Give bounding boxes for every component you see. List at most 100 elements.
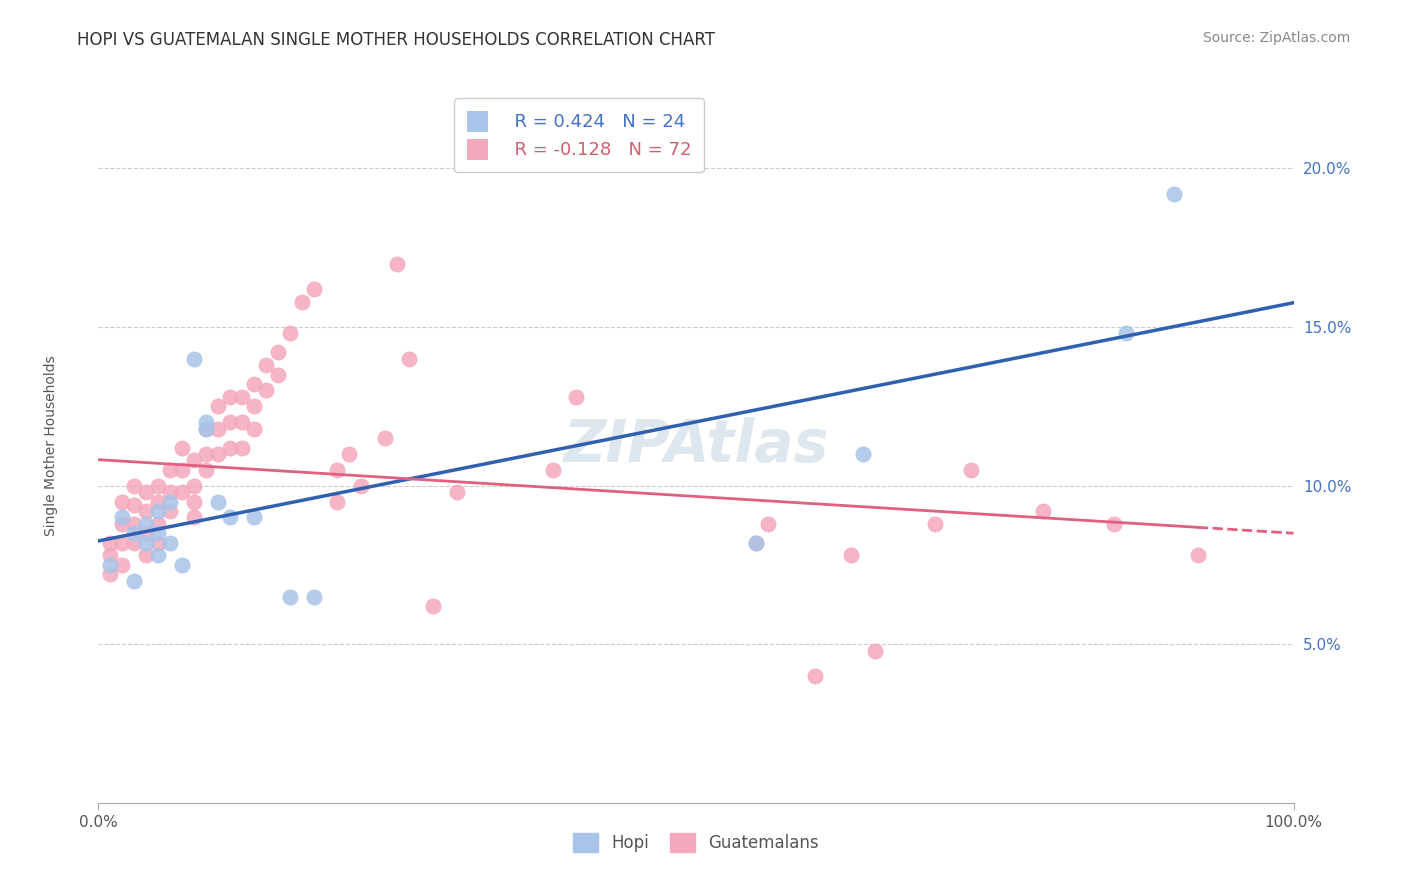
Point xyxy=(124,574,146,588)
Point xyxy=(745,535,768,549)
Point xyxy=(841,549,863,563)
Point xyxy=(135,504,157,518)
Point xyxy=(195,447,218,461)
Point xyxy=(124,526,146,541)
Point xyxy=(243,377,266,392)
Point xyxy=(148,478,170,492)
Point xyxy=(159,494,181,508)
Point xyxy=(254,358,277,372)
Point xyxy=(172,558,194,572)
Point xyxy=(1163,186,1185,201)
Point xyxy=(1104,516,1126,531)
Point xyxy=(124,535,146,549)
Point xyxy=(756,516,779,531)
Point xyxy=(1032,504,1054,518)
Point xyxy=(960,463,983,477)
Point xyxy=(111,558,134,572)
Point xyxy=(172,463,194,477)
Point xyxy=(159,485,181,500)
Point xyxy=(111,535,134,549)
Point xyxy=(231,415,253,429)
Point xyxy=(865,643,887,657)
Point xyxy=(195,415,218,429)
Point xyxy=(135,516,157,531)
Point xyxy=(243,421,266,435)
Point xyxy=(219,415,242,429)
Point xyxy=(98,567,122,582)
Point xyxy=(302,282,325,296)
Point xyxy=(195,421,218,435)
Point xyxy=(422,599,444,614)
Point xyxy=(385,257,409,271)
Point xyxy=(745,535,768,549)
Point xyxy=(267,368,290,382)
Point xyxy=(231,441,253,455)
Point xyxy=(446,485,468,500)
Point xyxy=(565,390,588,404)
Point xyxy=(207,421,229,435)
Point xyxy=(183,351,205,366)
Point xyxy=(148,526,170,541)
Point xyxy=(195,421,218,435)
Point xyxy=(159,463,181,477)
Point xyxy=(159,535,181,549)
Point xyxy=(124,516,146,531)
Point xyxy=(172,441,194,455)
Point xyxy=(219,441,242,455)
Point xyxy=(207,494,229,508)
Point xyxy=(254,384,277,398)
Point xyxy=(852,447,875,461)
Point xyxy=(1187,549,1209,563)
Point xyxy=(243,510,266,524)
Text: Single Mother Households: Single Mother Households xyxy=(44,356,58,536)
Point xyxy=(148,494,170,508)
Point xyxy=(183,510,205,524)
Point xyxy=(135,485,157,500)
Point xyxy=(148,504,170,518)
Point xyxy=(1115,326,1137,341)
Point xyxy=(398,351,420,366)
Point xyxy=(111,516,134,531)
Point xyxy=(124,478,146,492)
Point xyxy=(804,669,827,683)
Point xyxy=(924,516,946,531)
Point xyxy=(374,431,396,445)
Point xyxy=(135,535,157,549)
Point xyxy=(148,535,170,549)
Text: ZIPAtlas: ZIPAtlas xyxy=(564,417,828,475)
Point xyxy=(183,478,205,492)
Point xyxy=(135,549,157,563)
Point xyxy=(243,400,266,414)
Point xyxy=(207,447,229,461)
Text: Source: ZipAtlas.com: Source: ZipAtlas.com xyxy=(1202,31,1350,45)
Legend: Hopi, Guatemalans: Hopi, Guatemalans xyxy=(567,826,825,859)
Text: HOPI VS GUATEMALAN SINGLE MOTHER HOUSEHOLDS CORRELATION CHART: HOPI VS GUATEMALAN SINGLE MOTHER HOUSEHO… xyxy=(77,31,716,49)
Point xyxy=(207,400,229,414)
Point xyxy=(219,510,242,524)
Point xyxy=(98,558,122,572)
Point xyxy=(148,549,170,563)
Point xyxy=(98,549,122,563)
Point xyxy=(231,390,253,404)
Point xyxy=(291,294,314,309)
Point xyxy=(183,453,205,467)
Point xyxy=(339,447,361,461)
Point xyxy=(326,494,349,508)
Point xyxy=(98,535,122,549)
Point xyxy=(195,463,218,477)
Point xyxy=(350,478,373,492)
Point xyxy=(148,516,170,531)
Point xyxy=(135,526,157,541)
Point xyxy=(111,494,134,508)
Point xyxy=(183,494,205,508)
Point xyxy=(302,590,325,604)
Point xyxy=(278,590,301,604)
Point xyxy=(541,463,564,477)
Point xyxy=(124,498,146,512)
Point xyxy=(159,504,181,518)
Point xyxy=(326,463,349,477)
Point xyxy=(172,485,194,500)
Point xyxy=(219,390,242,404)
Point xyxy=(111,510,134,524)
Point xyxy=(278,326,301,341)
